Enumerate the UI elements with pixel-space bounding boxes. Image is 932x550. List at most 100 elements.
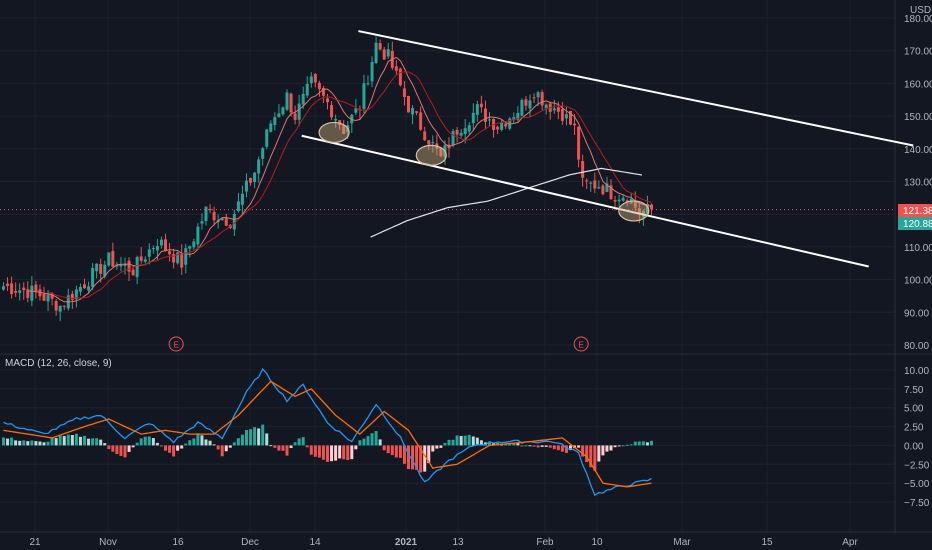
candle-body [589,182,593,184]
time-tick-label: 10 [591,537,603,548]
candle-body [471,112,475,124]
macd-histogram-bar [374,431,378,446]
macd-histogram-bar [111,445,115,452]
candle-body [285,92,289,110]
candle-body [415,111,419,113]
macd-histogram-bar [192,438,196,446]
macd-histogram-bar [196,433,200,446]
macd-histogram-bar [188,440,192,446]
candle-body [245,180,248,192]
macd-histogram-bar [398,445,402,458]
candle-body [164,239,167,251]
macd-histogram-bar [293,442,297,446]
macd-histogram-bar [621,445,625,447]
macd-histogram-bar [577,445,581,448]
candle-body [87,286,91,291]
candle-body [342,125,346,134]
macd-histogram-bar [14,440,18,446]
candle-body [633,200,637,208]
candle-body [407,95,410,113]
time-tick-label: Apr [842,537,858,548]
macd-tick-label: 0.00 [904,441,924,452]
candle-body [119,264,123,267]
macd-histogram-bar [439,445,443,448]
macd-histogram-bar [350,445,354,460]
candle-body [22,287,26,291]
prev-price-text: 120.88 [903,219,932,230]
macd-histogram-bar [528,445,532,447]
time-tick-label: 15 [761,537,773,548]
macd-indicator-label[interactable]: MACD (12, 26, close, 9) [5,358,112,369]
macd-histogram-bar [164,445,167,451]
macd-histogram-bar [326,445,329,462]
candle-body [38,289,42,297]
macd-histogram-bar [321,445,325,460]
earnings-event-label: E [578,341,583,350]
macd-histogram-bar [115,445,119,455]
macd-histogram-bar [431,445,435,452]
macd-histogram-bar [552,445,556,450]
macd-histogram-bar [443,442,447,446]
macd-histogram-bar [269,445,273,447]
macd-histogram-bar [168,445,172,453]
last-price-text: 121.38 [903,206,932,217]
macd-histogram-bar [151,438,155,446]
candle-body [143,259,147,262]
macd-histogram-bar [423,445,427,472]
macd-histogram-bar [354,445,358,450]
macd-histogram-bar [236,438,240,446]
macd-histogram-bar [641,441,645,446]
candle-body [62,305,66,307]
macd-histogram-bar [70,434,74,446]
macd-histogram-bar [38,441,42,446]
macd-histogram-bar [560,445,564,452]
candle-body [402,88,406,97]
macd-histogram-bar [50,437,54,446]
macd-histogram-bar [74,433,78,446]
candle-body [18,290,22,293]
candle-body [645,203,649,214]
candle-body [488,119,491,121]
macd-histogram-bar [99,439,103,446]
candle-body [394,66,398,71]
candle-body [240,193,244,205]
macd-histogram-bar [637,441,641,446]
macd-histogram-bar [548,445,552,448]
macd-histogram-bar [447,439,451,446]
macd-histogram-bar [54,438,58,446]
candle-body [2,286,5,290]
macd-histogram-bar [253,427,257,446]
time-tick-label: Feb [536,537,554,548]
macd-histogram-bar [6,438,10,446]
candle-body [297,103,301,120]
candle-body [528,100,532,109]
price-tick-label: 80.00 [904,341,929,352]
candle-body [637,208,641,215]
macd-histogram-bar [131,445,135,448]
candle-body [512,117,516,120]
candle-body [10,283,14,295]
macd-histogram-bar [220,445,224,457]
macd-histogram-bar [463,435,467,446]
macd-histogram-bar [309,445,313,455]
macd-histogram-bar [585,445,589,463]
candle-body [14,291,18,293]
macd-histogram-bar [455,435,459,446]
candle-body [330,104,334,118]
candle-body [500,122,504,130]
macd-histogram-bar [265,433,269,446]
macd-histogram-bar [625,444,629,446]
candle-body [265,129,269,147]
candle-body [135,256,139,278]
macd-histogram-bar [346,445,350,461]
candle-body [42,293,46,301]
macd-line [3,367,652,497]
candle-body [581,161,585,178]
macd-histogram-bar [593,445,597,471]
macd-histogram-bar [358,440,362,446]
macd-histogram-bar [155,442,159,446]
candle-body [585,180,589,182]
macd-histogram-bar [645,442,649,446]
macd-histogram-bar [451,439,455,446]
